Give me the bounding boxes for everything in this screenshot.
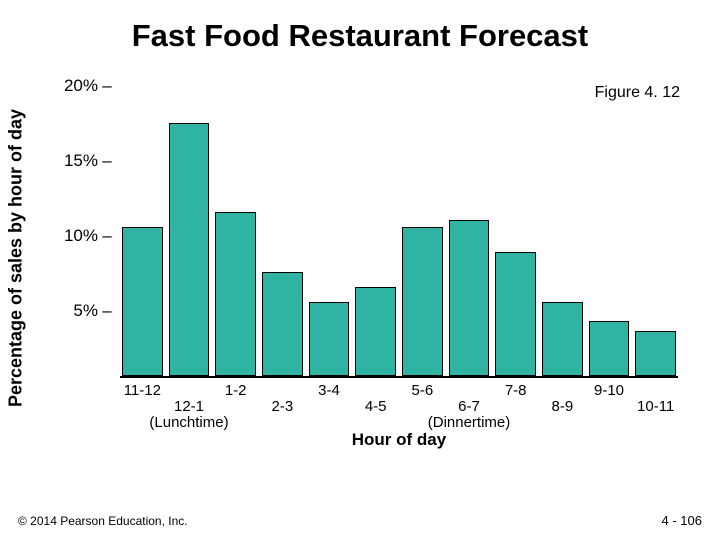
chart-container: Percentage of sales by hour of day 20%–1… [48,78,688,438]
bar [495,252,536,376]
figure-label: Figure 4. 12 [595,84,680,102]
x-tick-label: 1-2 [225,382,247,399]
bars-group [120,78,678,376]
bar [355,287,396,376]
y-tick: 10%– [54,226,116,246]
y-tick: 5%– [54,301,116,321]
y-tick: 20%– [54,76,116,96]
y-axis-label: Percentage of sales by hour of day [6,109,27,407]
x-tick-label: 6-7 [458,398,480,415]
page-title: Fast Food Restaurant Forecast [0,0,720,54]
bar [402,227,443,376]
copyright-text: © 2014 Pearson Education, Inc. [18,514,188,528]
x-tick-label: 4-5 [365,398,387,415]
x-tick-label: 5-6 [411,382,433,399]
bar [169,123,210,376]
bar [309,302,350,377]
page-number: 4 - 106 [662,513,702,528]
x-tick-label: 11-12 [124,382,161,399]
plot-area [120,78,678,378]
x-tick-label: 10-11 [637,398,674,415]
bar [635,331,676,376]
x-tick-label: 7-8 [505,382,527,399]
x-tick-label: 12-1 [174,398,204,415]
x-tick-label: 8-9 [551,398,573,415]
bar [262,272,303,376]
x-tick-label: 3-4 [318,382,340,399]
bar [122,227,163,376]
bar [542,302,583,377]
x-sublabel: (Lunchtime) [149,414,228,431]
x-sublabel: (Dinnertime) [428,414,511,431]
bar [215,212,256,376]
x-tick-label: 9-10 [594,382,624,399]
x-axis-label: Hour of day [120,430,678,450]
y-tick: 15%– [54,151,116,171]
x-tick-label: 2-3 [271,398,293,415]
bar [589,321,630,376]
bar [449,220,490,376]
